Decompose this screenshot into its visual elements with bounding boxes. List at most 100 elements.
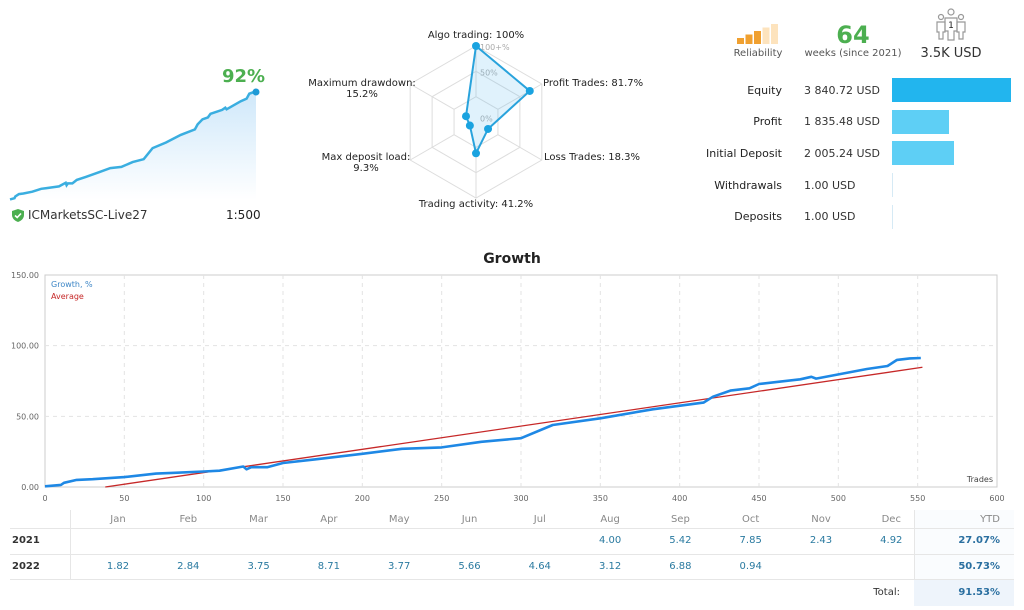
financial-row-equity: Equity 3 840.72 USD xyxy=(700,76,1020,104)
financial-bar xyxy=(892,204,893,229)
weeks-label: weeks (since 2021) xyxy=(804,48,902,59)
month-header: Apr xyxy=(320,514,338,525)
radar-label-activity: Trading activity: 41.2% xyxy=(418,199,534,210)
x-tick-label: 450 xyxy=(751,494,766,503)
radar-scale-label: 0% xyxy=(480,115,493,124)
growth-chart: 0 50 100 150 200 250 300 350 400 450 500 550 600 0.00… xyxy=(11,271,1005,503)
month-return[interactable]: 2.43 xyxy=(809,535,833,546)
financial-value: 1 835.48 USD xyxy=(804,115,880,129)
radar-spoke xyxy=(497,134,543,161)
x-tick-label: 250 xyxy=(434,494,449,503)
ytd-header: YTD xyxy=(980,514,1000,525)
x-tick-label: 150 xyxy=(275,494,290,503)
month-return[interactable]: 3.12 xyxy=(598,561,622,572)
financial-value: 3 840.72 USD xyxy=(804,83,880,97)
financial-bar xyxy=(892,173,893,198)
subscribers-stat[interactable]: 1 3.5K USD xyxy=(916,8,986,61)
column-divider xyxy=(70,510,71,580)
shield-check-icon xyxy=(12,208,24,222)
radar-point xyxy=(461,112,470,121)
financial-label: Deposits xyxy=(734,210,782,224)
radar-point xyxy=(484,124,493,133)
x-tick-label: 400 xyxy=(672,494,687,503)
reliability-bars-icon xyxy=(737,24,778,44)
radar-chart: 100+% 50% 0% xyxy=(409,42,543,199)
radar-point xyxy=(465,121,474,130)
weeks-value: 64 xyxy=(836,21,870,49)
month-header: Aug xyxy=(600,514,620,525)
financial-bar xyxy=(892,109,949,134)
month-return[interactable]: 2.84 xyxy=(177,561,200,572)
weeks-stat: 64 weeks (since 2021) xyxy=(800,22,906,59)
financial-bar xyxy=(892,141,955,166)
y-tick-label: 150.00 xyxy=(11,271,39,280)
month-return[interactable]: 6.88 xyxy=(669,561,692,572)
x-tick-label: 0 xyxy=(42,494,47,503)
reliability-bar xyxy=(754,31,761,44)
year-label: 2022 xyxy=(12,561,40,572)
ytd-value: 50.73% xyxy=(958,561,1000,572)
radar-label-drawdown: Maximum drawdown: 15.2% xyxy=(308,78,416,100)
financial-row-deposits: Deposits 1.00 USD xyxy=(700,203,1020,231)
deposit-load-label: Max deposit load: xyxy=(321,152,411,163)
x-tick-label: 500 xyxy=(831,494,846,503)
mini-line xyxy=(9,90,257,201)
y-tick-label: 0.00 xyxy=(21,483,39,492)
financial-label: Initial Deposit xyxy=(706,146,782,160)
month-header: Feb xyxy=(179,514,198,525)
month-return[interactable]: 7.85 xyxy=(739,535,762,546)
total-value: 91.53% xyxy=(958,587,1000,598)
legend-growth: Growth, % xyxy=(51,280,93,289)
radar-label-algo: Algo trading: 100% xyxy=(427,30,525,41)
x-tick-label: 300 xyxy=(513,494,528,503)
financial-label: Equity xyxy=(747,83,782,97)
x-tick-label: 350 xyxy=(593,494,608,503)
radar-label-deposit-load: Max deposit load: 9.3% xyxy=(318,152,414,174)
month-return[interactable]: 5.42 xyxy=(669,535,692,546)
month-return[interactable]: 8.71 xyxy=(317,561,341,572)
month-header: Jun xyxy=(461,514,478,525)
account-server[interactable]: ICMarketsSC-Live27 xyxy=(12,208,148,222)
x-axis-label: Trades xyxy=(966,475,993,484)
x-tick-label: 550 xyxy=(910,494,925,503)
deposit-load-value: 9.3% xyxy=(353,163,379,174)
month-return[interactable]: 0.94 xyxy=(739,561,762,572)
drawdown-value: 15.2% xyxy=(346,89,378,100)
total-label: Total: xyxy=(873,587,900,598)
month-return[interactable]: 4.64 xyxy=(528,561,551,572)
month-return[interactable]: 1.82 xyxy=(106,561,130,572)
month-header: Mar xyxy=(249,514,269,525)
radar-point xyxy=(525,86,534,95)
financial-label: Withdrawals xyxy=(714,178,782,192)
leverage: 1:500 xyxy=(226,208,261,222)
financial-row-withdrawals: Withdrawals 1.00 USD xyxy=(700,171,1020,199)
subscribers-icon: 1 xyxy=(936,8,966,41)
radar-scale-label: 100+% xyxy=(480,43,510,52)
reliability-bar xyxy=(762,27,770,44)
month-return[interactable]: 4.00 xyxy=(598,535,622,546)
ytd-value: 27.07% xyxy=(958,535,1000,546)
month-header: Dec xyxy=(881,514,901,525)
year-label: 2021 xyxy=(12,535,40,546)
financial-value: 1.00 USD xyxy=(804,210,856,224)
total-cell xyxy=(914,580,1014,606)
radar-label-profit: Profit Trades: 81.7% xyxy=(543,78,644,89)
x-tick-label: 50 xyxy=(119,494,129,503)
month-return[interactable]: 3.75 xyxy=(247,561,270,572)
reliability-bar xyxy=(737,38,744,44)
month-header: Oct xyxy=(742,514,760,525)
mini-end-point xyxy=(252,88,260,96)
month-return[interactable]: 5.66 xyxy=(458,561,481,572)
y-tick-label: 50.00 xyxy=(16,412,39,421)
reliability: Reliability xyxy=(728,22,788,59)
radar-spoke xyxy=(497,83,543,110)
growth-title: Growth xyxy=(483,251,541,267)
radar-point xyxy=(472,42,480,50)
radar-label-loss: Loss Trades: 18.3% xyxy=(544,152,641,163)
reliability-bar xyxy=(745,34,753,44)
month-return[interactable]: 3.77 xyxy=(388,561,411,572)
month-header: Sep xyxy=(670,514,690,525)
month-return[interactable]: 4.92 xyxy=(880,535,903,546)
radar-point xyxy=(472,149,480,158)
monthly-returns-table: Jan Feb Mar Apr May Jun Jul Aug Sep Oct Nov Dec YTD 2… xyxy=(0,506,1024,610)
